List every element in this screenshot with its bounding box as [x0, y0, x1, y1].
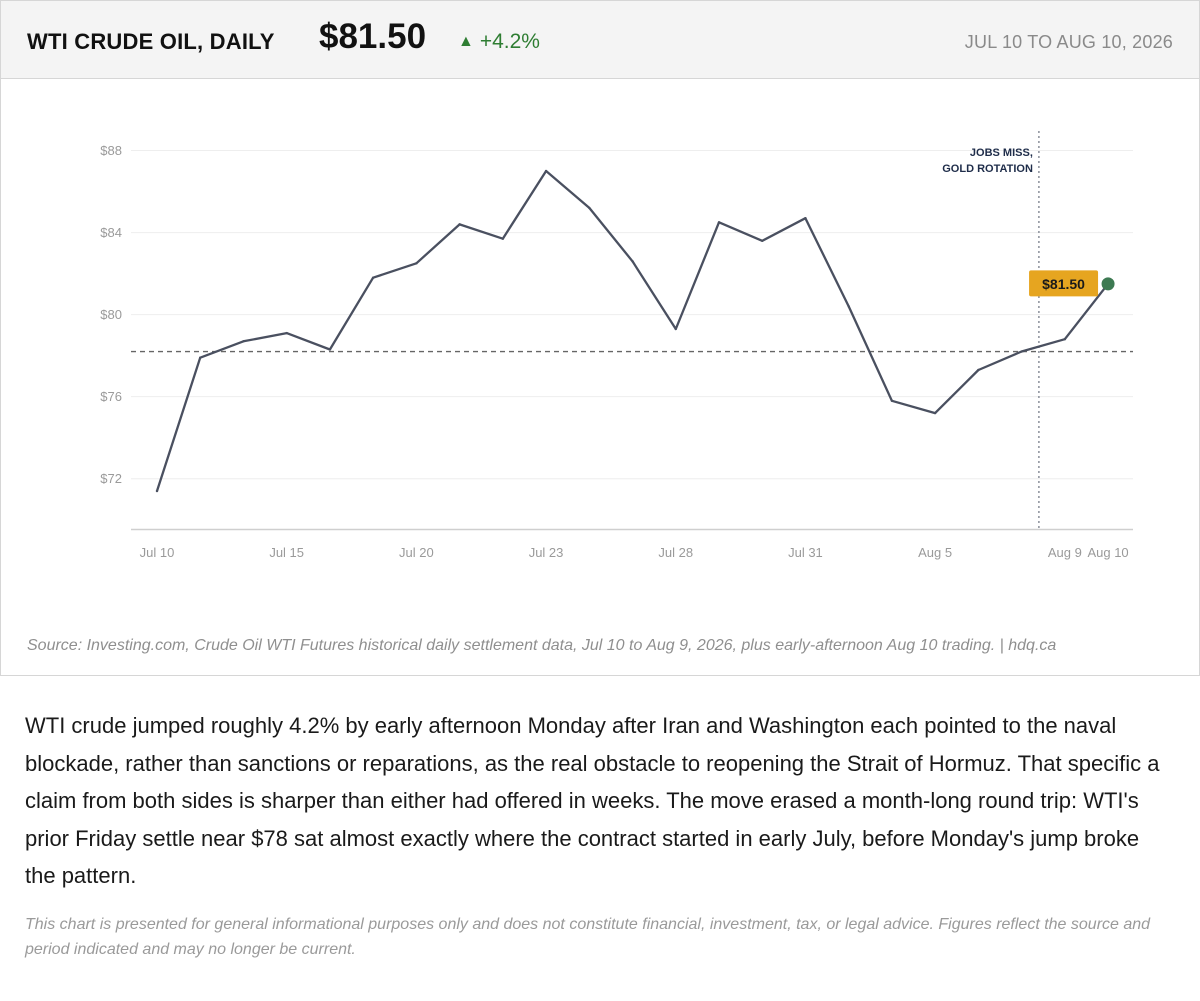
- x-tick-label: Jul 23: [529, 545, 564, 560]
- source-note: Source: Investing.com, Crude Oil WTI Fut…: [27, 637, 1057, 654]
- line-chart: $72 $76 $80 $84 $88 Jul 10 Jul 15 Jul 20 Jul 23 J…: [100, 131, 1133, 560]
- x-tick-label: Jul 10: [140, 545, 175, 560]
- data-point: [1020, 350, 1023, 353]
- current-price: $81.50: [319, 17, 427, 56]
- data-point: [1063, 338, 1067, 341]
- data-point: [977, 368, 980, 372]
- article-paragraph: WTI crude jumped roughly 4.2% by early a…: [25, 713, 1160, 888]
- data-point: [588, 206, 591, 210]
- data-point: [544, 169, 548, 173]
- data-point: [328, 348, 332, 351]
- x-tick-label: Jul 15: [269, 545, 304, 560]
- x-tick-label: Jul 20: [399, 545, 434, 560]
- data-point: [285, 331, 288, 335]
- data-point: [199, 356, 202, 359]
- data-point: [242, 340, 245, 343]
- chart-title: WTI CRUDE OIL, DAILY: [27, 29, 275, 54]
- y-tick-label: $76: [100, 389, 122, 404]
- last-data-point: [1101, 277, 1115, 291]
- event-marker-label: GOLD ROTATION: [942, 163, 1033, 175]
- up-arrow-icon: ▲: [458, 33, 474, 50]
- y-tick-label: $80: [100, 307, 122, 322]
- disclaimer: This chart is presented for general info…: [25, 916, 1151, 958]
- data-point: [674, 327, 677, 331]
- data-point: [804, 217, 807, 220]
- data-point: [501, 237, 505, 240]
- data-point: [717, 221, 721, 224]
- data-point: [847, 305, 850, 308]
- data-point: [155, 489, 159, 493]
- date-range: JUL 10 TO AUG 10, 2026: [964, 32, 1173, 52]
- last-price-label-bg: [1029, 270, 1099, 297]
- y-tick-label: $72: [100, 471, 122, 486]
- x-tick-label: Aug 5: [918, 545, 952, 560]
- last-price-label: $81.50: [1042, 276, 1085, 292]
- price-change: ▲ +4.2%: [458, 30, 540, 54]
- data-point: [631, 260, 634, 263]
- data-point: [890, 399, 894, 402]
- chart-card: WTI CRUDE OIL, DAILY $81.50 ▲ +4.2% JUL 1…: [0, 0, 1200, 676]
- y-tick-label: $84: [100, 225, 122, 240]
- data-point: [933, 411, 937, 415]
- data-point: [415, 262, 418, 265]
- x-tick-label: Jul 31: [788, 545, 823, 560]
- price-change-value: +4.2%: [479, 30, 540, 53]
- data-point: [458, 223, 461, 226]
- x-tick-label: Aug 9: [1048, 545, 1082, 560]
- data-point: [371, 276, 375, 279]
- price-line: [155, 169, 1110, 493]
- data-point: [761, 239, 764, 242]
- event-marker-label: JOBS MISS,: [970, 147, 1033, 159]
- chart-header: WTI CRUDE OIL, DAILY $81.50 ▲ +4.2% JUL 1…: [1, 1, 1199, 79]
- y-tick-label: $88: [100, 143, 122, 158]
- x-tick-label: Aug 10: [1087, 545, 1128, 560]
- x-tick-label: Jul 28: [658, 545, 693, 560]
